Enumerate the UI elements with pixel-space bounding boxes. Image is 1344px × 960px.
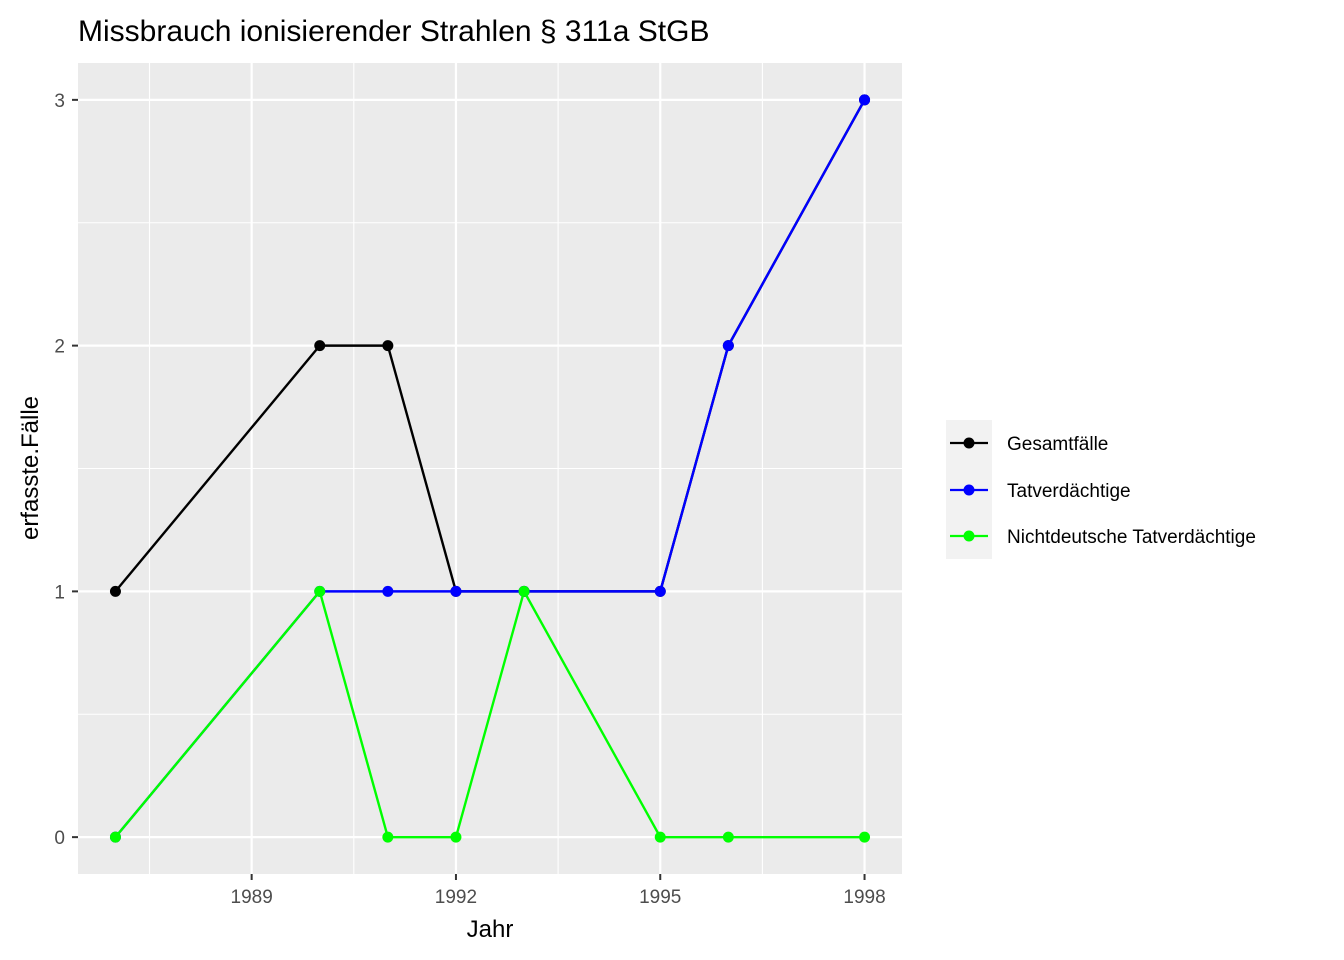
major-gridlines: [78, 63, 902, 874]
legend-key-point-tatverdaechtige: [963, 484, 975, 496]
legend-item-gesamtfaelle: Gesamtfälle: [950, 434, 1108, 455]
legend-key-point-nichtdeutsche: [963, 530, 975, 542]
series-2-point: [109, 831, 121, 843]
series-2-point: [722, 831, 734, 843]
axis-ticks: [72, 98, 866, 880]
legend-item-nichtdeutsche-tatverdaechtige: Nichtdeutsche Tatverdächtige: [950, 527, 1256, 548]
legend-label-tatverdaechtige: Tatverdächtige: [1007, 481, 1131, 502]
series-1-point: [859, 94, 871, 106]
series-2-point: [382, 831, 394, 843]
x-axis-title: Jahr: [467, 916, 514, 943]
series-layer: [109, 94, 871, 843]
legend-item-tatverdaechtige: Tatverdächtige: [950, 481, 1131, 502]
y-tick-label: 1: [54, 582, 65, 603]
series-1-point: [722, 340, 734, 352]
series-0-point: [382, 340, 394, 352]
y-tick-label: 2: [54, 337, 65, 358]
series-2-point: [314, 585, 326, 597]
chart-title: Missbrauch ionisierender Strahlen § 311a…: [78, 15, 709, 48]
y-tick-label: 0: [54, 828, 65, 849]
legend-key-point-gesamtfaelle: [963, 437, 975, 449]
series-line-2: [114, 590, 865, 839]
series-2-point: [654, 831, 666, 843]
legend-label-gesamtfaelle: Gesamtfälle: [1007, 434, 1108, 455]
series-1-point: [382, 585, 394, 597]
series-line-1: [114, 99, 866, 838]
series-2-point: [518, 585, 530, 597]
x-tick-label: 1998: [843, 887, 885, 908]
x-tick-label: 1989: [231, 887, 273, 908]
series-0-point: [109, 585, 121, 597]
series-2-point: [450, 831, 462, 843]
y-tick-label: 3: [54, 91, 65, 112]
tick-labels: 1989 1992 1995 1998 0 1 2 3: [54, 91, 885, 908]
minor-gridlines: [78, 63, 902, 874]
series-1-point: [654, 585, 666, 597]
x-tick-label: 1992: [435, 887, 477, 908]
legend: Gesamtfälle Tatverdächtige Nichtdeutsche…: [946, 420, 1256, 559]
series-1-point: [450, 585, 462, 597]
series-0-point: [314, 340, 326, 352]
series-2-point: [859, 831, 871, 843]
y-axis-title: erfasste.Fälle: [17, 396, 44, 540]
legend-label-nichtdeutsche-tatverdaechtige: Nichtdeutsche Tatverdächtige: [1007, 527, 1256, 548]
x-tick-label: 1995: [639, 887, 681, 908]
